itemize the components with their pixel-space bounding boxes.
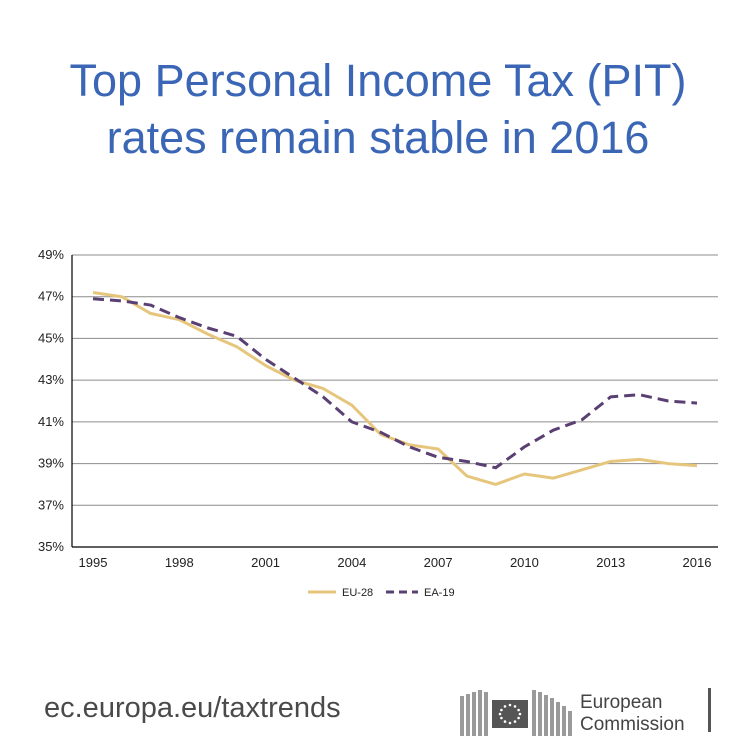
grid-layer bbox=[72, 254, 718, 548]
data-point-eu-28-2015 bbox=[666, 461, 671, 466]
legend: EU-28 EA-19 bbox=[308, 587, 455, 599]
data-point-ea-19-2006 bbox=[407, 444, 412, 449]
data-point-eu-28-1995 bbox=[91, 290, 96, 295]
x-tick-label: 1995 bbox=[79, 555, 108, 570]
logo-wordmark: European Commission bbox=[580, 692, 685, 736]
data-point-ea-19-2000 bbox=[234, 334, 239, 339]
data-point-eu-28-2011 bbox=[551, 476, 556, 481]
data-point-ea-19-2016 bbox=[695, 401, 700, 406]
data-point-ea-19-2015 bbox=[666, 399, 671, 404]
data-point-ea-19-2011 bbox=[551, 428, 556, 433]
building-icon bbox=[460, 690, 572, 736]
y-tick-label: 41% bbox=[38, 414, 64, 429]
chart-title-line-1: Top Personal Income Tax (PIT) bbox=[69, 55, 687, 106]
y-tick-label: 39% bbox=[38, 456, 64, 471]
x-tick-label: 1998 bbox=[165, 555, 194, 570]
data-point-ea-19-2004 bbox=[349, 419, 354, 424]
data-point-eu-28-1999 bbox=[206, 332, 211, 337]
series-line-ea-19 bbox=[92, 297, 698, 470]
series-layer bbox=[91, 290, 700, 487]
data-point-ea-19-1995 bbox=[91, 296, 96, 301]
series-line-eu-28 bbox=[92, 291, 698, 486]
footer-url-link[interactable]: ec.europa.eu/taxtrends bbox=[44, 692, 341, 724]
data-point-ea-19-1999 bbox=[206, 326, 211, 331]
legend-label-eu-28: EU-28 bbox=[342, 587, 373, 599]
data-point-ea-19-2005 bbox=[378, 430, 383, 435]
data-point-ea-19-2012 bbox=[579, 417, 584, 422]
x-tick-label: 2016 bbox=[683, 555, 712, 570]
data-point-ea-19-1997 bbox=[148, 303, 153, 308]
line-chart: 35% 37% 39% 41% 43% 45% 47% 49% 1995 1998 2001 2004… bbox=[38, 247, 718, 599]
chart-title-line-2: rates remain stable in 2016 bbox=[106, 112, 650, 163]
data-point-ea-19-2007 bbox=[436, 455, 441, 460]
data-point-ea-19-2002 bbox=[292, 376, 297, 381]
data-point-ea-19-2001 bbox=[263, 357, 268, 362]
data-point-eu-28-2008 bbox=[464, 474, 469, 479]
data-point-eu-28-2004 bbox=[349, 403, 354, 408]
data-point-eu-28-2001 bbox=[263, 363, 268, 368]
y-tick-label: 37% bbox=[38, 497, 64, 512]
data-point-eu-28-2013 bbox=[608, 459, 613, 464]
data-point-ea-19-2010 bbox=[522, 444, 527, 449]
logo-text-european: European bbox=[580, 692, 663, 713]
data-point-eu-28-2012 bbox=[579, 467, 584, 472]
y-tick-label: 49% bbox=[38, 247, 64, 262]
data-point-eu-28-2014 bbox=[637, 457, 642, 462]
x-tick-label: 2010 bbox=[510, 555, 539, 570]
data-point-eu-28-2003 bbox=[321, 386, 326, 391]
data-point-ea-19-2008 bbox=[464, 459, 469, 464]
data-point-eu-28-2007 bbox=[436, 446, 441, 451]
data-point-ea-19-2014 bbox=[637, 392, 642, 397]
data-point-ea-19-2009 bbox=[493, 465, 498, 470]
legend-label-ea-19: EA-19 bbox=[424, 587, 455, 599]
data-point-eu-28-1997 bbox=[148, 311, 153, 316]
axis-layer: 35% 37% 39% 41% 43% 45% 47% 49% 1995 1998 2001 2004… bbox=[38, 247, 711, 570]
data-point-eu-28-2000 bbox=[234, 344, 239, 349]
data-point-ea-19-2013 bbox=[608, 394, 613, 399]
logo-divider bbox=[708, 688, 711, 732]
chart-title: Top Personal Income Tax (PIT) rates rema… bbox=[0, 52, 756, 166]
data-point-ea-19-2003 bbox=[321, 394, 326, 399]
data-point-eu-28-2016 bbox=[695, 463, 700, 468]
x-tick-label: 2004 bbox=[337, 555, 366, 570]
y-tick-label: 47% bbox=[38, 289, 64, 304]
data-point-ea-19-1996 bbox=[119, 298, 124, 303]
x-tick-label: 2007 bbox=[424, 555, 453, 570]
y-tick-label: 35% bbox=[38, 539, 64, 554]
data-point-ea-19-1998 bbox=[177, 315, 182, 320]
x-tick-label: 2013 bbox=[596, 555, 625, 570]
eu-flag-icon bbox=[492, 700, 528, 728]
data-point-eu-28-2010 bbox=[522, 472, 527, 477]
y-tick-label: 43% bbox=[38, 372, 64, 387]
logo-text-commission: Commission bbox=[580, 714, 685, 735]
data-point-eu-28-2009 bbox=[493, 482, 498, 487]
y-tick-label: 45% bbox=[38, 330, 64, 345]
european-commission-logo bbox=[460, 690, 572, 736]
x-tick-label: 2001 bbox=[251, 555, 280, 570]
